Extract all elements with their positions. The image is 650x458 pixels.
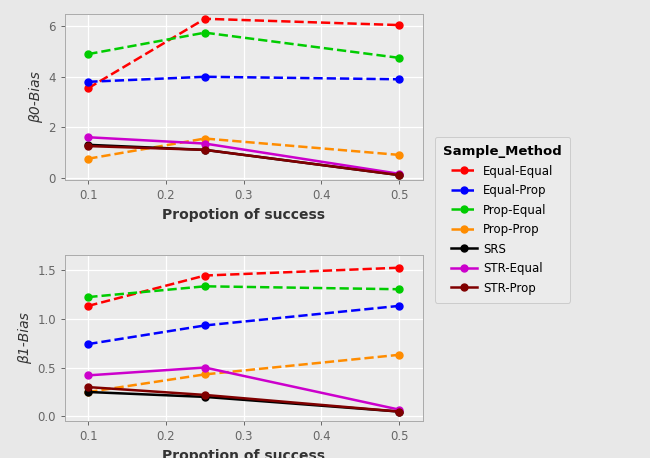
Y-axis label: β1-Bias: β1-Bias xyxy=(18,312,32,364)
X-axis label: Propotion of success: Propotion of success xyxy=(162,449,325,458)
Y-axis label: β0-Bias: β0-Bias xyxy=(29,71,43,123)
X-axis label: Propotion of success: Propotion of success xyxy=(162,207,325,222)
Legend: Equal-Equal, Equal-Prop, Prop-Equal, Prop-Prop, SRS, STR-Equal, STR-Prop: Equal-Equal, Equal-Prop, Prop-Equal, Pro… xyxy=(435,137,570,303)
